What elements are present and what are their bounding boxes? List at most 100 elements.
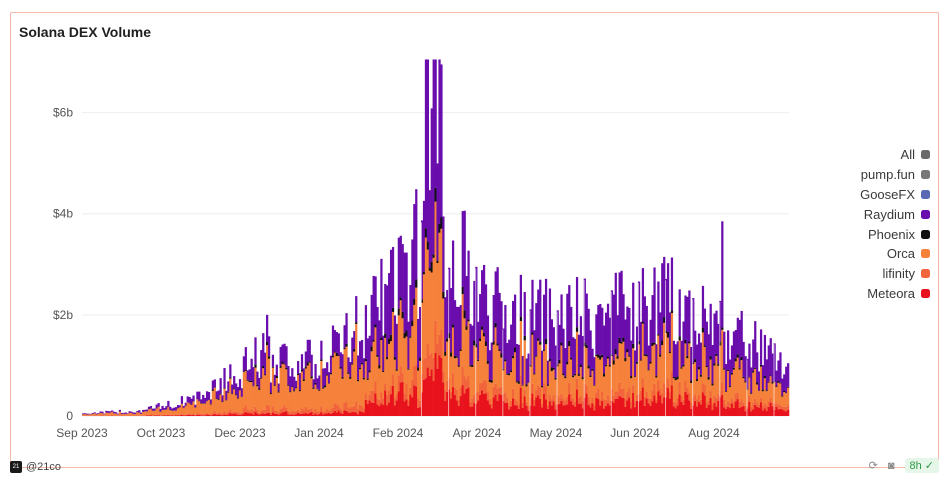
bar-segment-orca [440,228,443,330]
bar-segment-lifinity [424,357,428,379]
bar-segment-lifinity [575,378,579,390]
bar-segment-raydium [289,376,292,392]
bar-segment-orca [289,392,292,413]
camera-icon[interactable]: ◙ [887,459,895,472]
author-footer[interactable]: 21 @21co [10,461,61,473]
bar-segment-lifinity [692,396,695,406]
bar-segment-phoenix [310,376,313,379]
bar-segment-meteora [546,408,550,416]
legend-item-raydium[interactable]: Raydium [860,204,930,224]
bar-segment-phoenix [411,320,414,327]
bar-segment-lifinity [601,391,604,401]
bar-segment-phoenix [773,381,776,383]
bar-segment-phoenix [785,392,788,394]
legend-item-meteora[interactable]: Meteora [860,284,930,304]
bar-segment-raydium [240,388,244,397]
bar-segment-raydium [436,163,439,261]
legend-item-all[interactable]: All [860,145,930,165]
author-handle[interactable]: @21co [26,461,62,473]
bar-segment-lifinity [271,406,275,413]
bar-segment-phoenix [597,354,600,358]
bar-segment-lifinity [463,376,466,394]
bar-segment-phoenix [343,347,346,350]
bar-segment-raydium [186,396,189,403]
bar-segment-lifinity [529,397,532,406]
bar-segment-phoenix [436,260,439,263]
bar-segment-raydium [732,331,736,368]
bar-segment-orca [529,366,532,398]
bar-segment-lifinity [442,371,445,383]
bar-segment-orca [333,352,337,404]
bar-segment-meteora [686,394,689,416]
legend-item-pump-fun[interactable]: pump.fun [860,165,930,185]
bar-segment-phoenix [649,361,652,364]
bar-segment-meteora [758,407,761,416]
bar-segment-orca [357,381,360,409]
bar-segment-phoenix [610,354,614,357]
bar-segment-meteora [517,408,521,416]
bar-segment-raydium [728,359,732,387]
bar-segment-orca [287,385,290,411]
bar-segment-meteora [391,385,395,416]
bar-segment-meteora [353,412,356,416]
bar-segment-phoenix [302,379,306,381]
bar-segment-lifinity [758,404,761,408]
legend-item-goosefx[interactable]: GooseFX [860,185,930,205]
bar-segment-raydium [688,290,691,342]
bar-segment-lifinity [324,411,327,414]
bar-segment-meteora [529,405,532,416]
bar-segment-meteora [384,390,387,416]
bar-segment-phoenix [269,393,273,395]
legend-item-phoenix[interactable]: Phoenix [860,224,930,244]
bar-segment-phoenix [620,341,623,344]
bar-segment-meteora [397,391,400,416]
bar-segment-raydium [484,284,488,342]
bar-segment-meteora [281,412,284,416]
bar-segment-meteora [219,414,222,416]
bar-segment-phoenix [723,368,726,370]
x-tick-label: May 2024 [530,426,583,440]
bar-segment-lifinity [242,408,246,414]
bar-segment-raydium [151,408,154,411]
bar-segment-raydium [758,371,761,391]
bar-segment-lifinity [676,398,679,406]
bar-segment-lifinity [661,393,664,404]
bar-segment-raydium [188,397,191,403]
bar-segment-raydium [624,319,627,358]
bar-segment-orca [513,352,517,399]
bar-segment-meteora [405,399,408,416]
bar-segment-raydium [372,275,375,341]
bar-segment-meteora [320,412,323,416]
bar-segment-lifinity [649,398,652,406]
bar-segment-raydium [430,108,433,262]
bar-segment-meteora [709,398,712,416]
bar-segment-meteora [254,411,257,416]
bar-segment-lifinity [787,405,790,410]
bar-segment-meteora [298,413,302,416]
refresh-badge[interactable]: 8h ✓ [904,458,939,473]
bar-segment-phoenix [560,342,563,346]
bar-segment-raydium [632,282,635,344]
bar-segment-raydium [231,384,234,394]
bar-segment-raydium [357,355,360,380]
bar-segment-raydium [339,352,342,367]
bar-segment-raydium [465,276,468,327]
bar-segment-meteora [537,395,540,416]
bar-segment-meteora [304,413,307,416]
bar-segment-meteora [552,401,555,416]
bar-segment-raydium [759,329,763,365]
bar-segment-phoenix [564,376,567,379]
bar-segment-meteora [488,404,492,416]
bar-segment-raydium [103,413,106,415]
legend-item-orca[interactable]: Orca [860,244,930,264]
bar-segment-raydium [155,404,158,409]
bar-segment-orca [492,344,495,387]
bar-gap [502,329,504,416]
bar-segment-raydium [393,315,397,357]
legend-item-lifinity[interactable]: lifinity [860,264,930,284]
bar-segment-meteora [428,375,431,416]
bar-segment-raydium [306,339,309,363]
bar-segment-lifinity [740,399,743,407]
bar-segment-meteora [242,413,246,416]
fork-icon[interactable]: ⟳ [868,460,878,472]
